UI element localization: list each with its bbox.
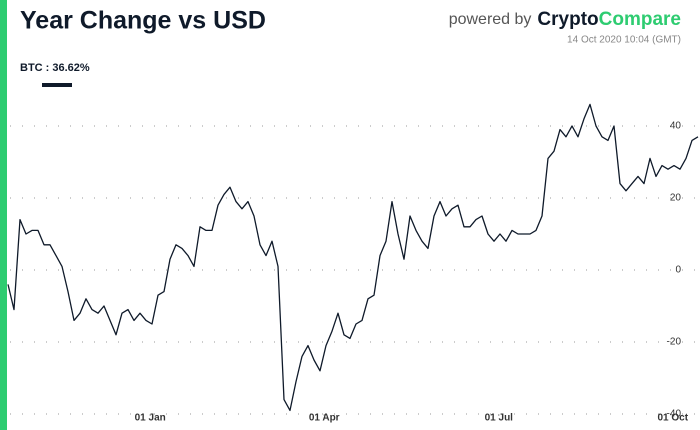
y-tick-label: 20 bbox=[670, 193, 682, 204]
x-tick-label: 01 Oct bbox=[658, 413, 689, 424]
legend-swatch bbox=[42, 83, 72, 87]
y-tick-label: 40 bbox=[670, 121, 682, 132]
accent-bar bbox=[0, 0, 7, 430]
timestamp: 14 Oct 2020 10:04 (GMT) bbox=[567, 35, 681, 46]
x-tick-label: 01 Jul bbox=[485, 413, 514, 424]
legend-label: BTC : 36.62% bbox=[20, 62, 90, 74]
branding: powered by CryptoCompare bbox=[449, 9, 681, 30]
y-tick-label: -40 bbox=[667, 409, 682, 420]
branding-prefix: powered by bbox=[449, 11, 532, 28]
chart-title: Year Change vs USD bbox=[20, 7, 266, 35]
y-tick-label: 0 bbox=[675, 265, 681, 276]
x-tick-label: 01 Jan bbox=[135, 413, 166, 424]
line bbox=[7, 103, 699, 412]
y-tick-label: -20 bbox=[667, 337, 682, 348]
brand-a: Crypto bbox=[537, 9, 598, 30]
brand-b: Compare bbox=[599, 9, 681, 30]
x-tick-label: 01 Apr bbox=[309, 413, 340, 424]
